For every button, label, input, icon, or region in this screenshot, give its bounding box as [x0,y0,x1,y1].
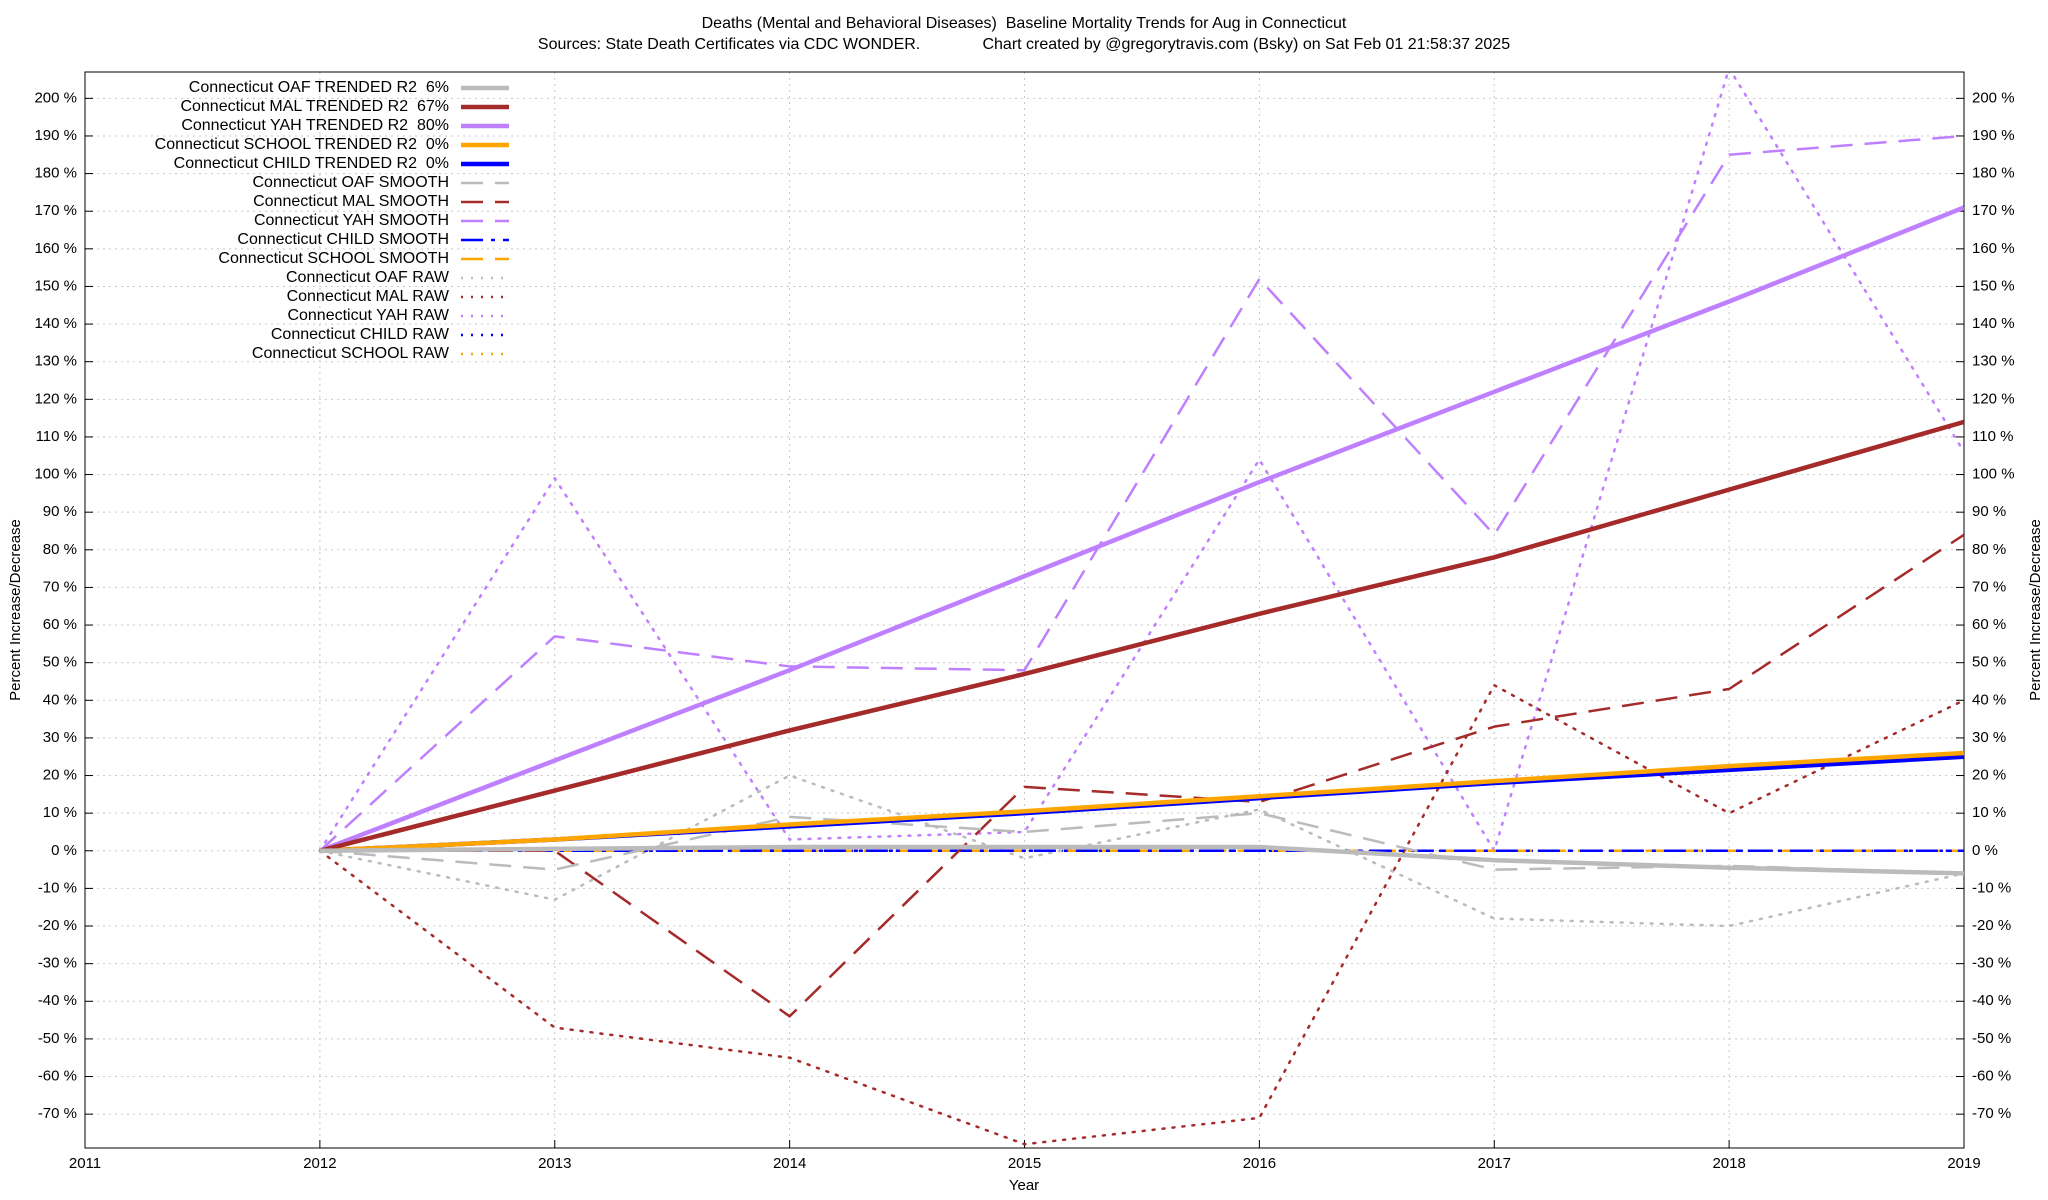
y-tick-label: 70 % [43,578,77,595]
legend-label: Connecticut MAL TRENDED R2 67% [180,98,449,115]
y-tick-label: 200 % [34,89,77,106]
y-tick-label: 190 % [34,127,77,144]
y2-tick-label: 140 % [1972,315,2015,332]
y2-tick-label: 60 % [1972,616,2006,633]
y2-tick-label: 0 % [1972,842,1998,859]
y-tick-label: 20 % [43,767,77,784]
legend-label: Connecticut SCHOOL RAW [252,345,450,362]
legend-label: Connecticut CHILD SMOOTH [237,231,449,248]
y-tick-label: 30 % [43,729,77,746]
y-tick-label: 170 % [34,202,77,219]
y2-tick-label: 110 % [1972,428,2013,445]
y2-tick-label: 50 % [1972,654,2006,671]
y2-tick-label: 150 % [1972,277,2015,294]
legend-label: Connecticut SCHOOL TRENDED R2 0% [155,136,449,153]
legend-label: Connecticut MAL RAW [287,288,450,305]
y-tick-label: -70 % [38,1105,77,1122]
y2-tick-label: -60 % [1972,1067,2011,1084]
series-line [319,844,1964,876]
y-tick-label: 40 % [43,691,77,708]
x-tick-label: 2014 [773,1155,806,1172]
y-tick-label: 10 % [43,804,77,821]
y2-tick-label: 70 % [1972,578,2006,595]
series-line [318,72,1964,853]
y-axis-label: Percent Increase/Decrease [7,519,24,701]
series-line [319,750,1964,854]
x-tick-label: 2017 [1478,1155,1511,1172]
y-tick-label: -30 % [38,955,77,972]
y-tick-label: 130 % [34,353,77,370]
plot-area [318,72,1964,1146]
x-tick-label: 2019 [1947,1155,1980,1172]
y-tick-label: 120 % [34,390,77,407]
legend-label: Connecticut MAL SMOOTH [253,193,449,210]
legend-label: Connecticut SCHOOL SMOOTH [218,250,449,267]
y2-tick-label: 10 % [1972,804,2006,821]
y-tick-label: 90 % [43,503,77,520]
y-tick-label: 50 % [43,654,77,671]
y2-tick-label: -30 % [1972,955,2011,972]
series-line [318,774,1964,928]
series-line [319,533,1964,1018]
y2-tick-label: 80 % [1972,541,2006,558]
legend: Connecticut OAF TRENDED R2 6% Connecticut… [155,79,509,362]
y-tick-label: 110 % [36,428,77,445]
chart-title: Deaths (Mental and Behavioral Diseases) … [702,15,1347,32]
y2-tick-label: 170 % [1972,202,2015,219]
y-tick-label: -10 % [38,879,77,896]
y2-tick-label: 100 % [1972,466,2015,483]
y-tick-label: -40 % [38,992,77,1009]
legend-label: Connecticut OAF TRENDED R2 6% [189,79,449,96]
legend-label: Connecticut OAF SMOOTH [253,174,450,191]
y-tick-label: -20 % [38,917,77,934]
x-tick-label: 2016 [1243,1155,1276,1172]
legend-label: Connecticut OAF RAW [286,269,450,286]
y2-tick-label: 180 % [1972,165,2015,182]
x-tick-label: 2018 [1712,1155,1745,1172]
y2-tick-label: 40 % [1972,691,2006,708]
y2-tick-label: 120 % [1972,390,2015,407]
x-tick-label: 2015 [1008,1155,1041,1172]
x-tick-label: 2012 [303,1155,336,1172]
x-tick-label: 2011 [69,1155,101,1172]
series-line [319,205,1964,853]
y2-tick-label: -70 % [1972,1105,2011,1122]
y2-tick-label: 130 % [1972,353,2015,370]
y-tick-label: 80 % [43,541,77,558]
y-tick-label: 60 % [43,616,77,633]
y-tick-label: 160 % [34,240,77,257]
legend-label: Connecticut YAH TRENDED R2 80% [181,117,449,134]
y2-tick-label: -50 % [1972,1030,2011,1047]
y2-axis-label: Percent Increase/Decrease [2027,519,2044,701]
series-line [318,683,1964,1146]
y-tick-label: 180 % [34,165,77,182]
chart-subtitle: Sources: State Death Certificates via CD… [538,36,1510,53]
y-tick-label: 100 % [34,466,77,483]
legend-label: Connecticut CHILD RAW [271,326,450,343]
series-line [319,811,1964,875]
legend-label: Connecticut YAH RAW [287,307,449,324]
x-axis-label: Year [1009,1177,1039,1194]
y2-tick-label: 160 % [1972,240,2015,257]
series-line [319,134,1964,852]
y-tick-label: 140 % [34,315,77,332]
y2-tick-label: -10 % [1972,879,2011,896]
series-line [319,419,1964,853]
y-tick-label: -60 % [38,1067,77,1084]
y-tick-label: 0 % [51,842,77,859]
y2-tick-label: 90 % [1972,503,2006,520]
y2-tick-label: 30 % [1972,729,2006,746]
x-tick-label: 2013 [538,1155,571,1172]
y2-tick-label: 190 % [1972,127,2015,144]
plot-frame [84,71,1965,1149]
y-tick-label: -50 % [38,1030,77,1047]
y2-tick-label: -40 % [1972,992,2011,1009]
y2-tick-label: -20 % [1972,917,2011,934]
legend-label: Connecticut CHILD TRENDED R2 0% [174,155,449,172]
legend-label: Connecticut YAH SMOOTH [254,212,449,229]
y2-tick-label: 20 % [1972,767,2006,784]
y-tick-label: 150 % [34,277,77,294]
y2-tick-label: 200 % [1972,89,2015,106]
